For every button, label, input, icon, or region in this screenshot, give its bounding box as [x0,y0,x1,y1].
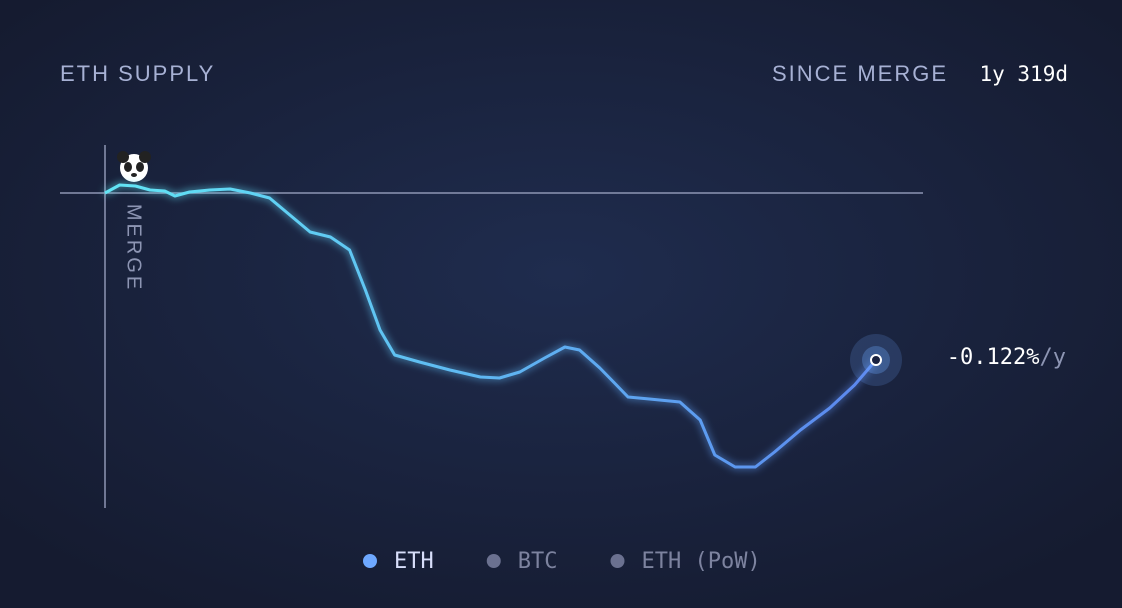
legend-label: ETH [394,549,434,574]
end-unit: /y [1040,345,1067,370]
end-value: -0.122% [947,345,1040,370]
series-line [104,183,878,469]
end-point [870,354,882,366]
period-value: 1y 319d [979,62,1068,86]
end-label: -0.122%/y [947,345,1066,370]
period-label: SINCE MERGE [772,61,948,86]
legend-dot [486,554,501,568]
panda-icon [117,151,151,182]
legend-dot [610,554,625,568]
legend-label: BTC [518,549,558,574]
legend-dot [363,554,377,568]
chart-title: ETH SUPPLY [60,61,215,86]
merge-label: MERGE [123,204,145,292]
legend-label: ETH (PoW) [642,549,761,574]
